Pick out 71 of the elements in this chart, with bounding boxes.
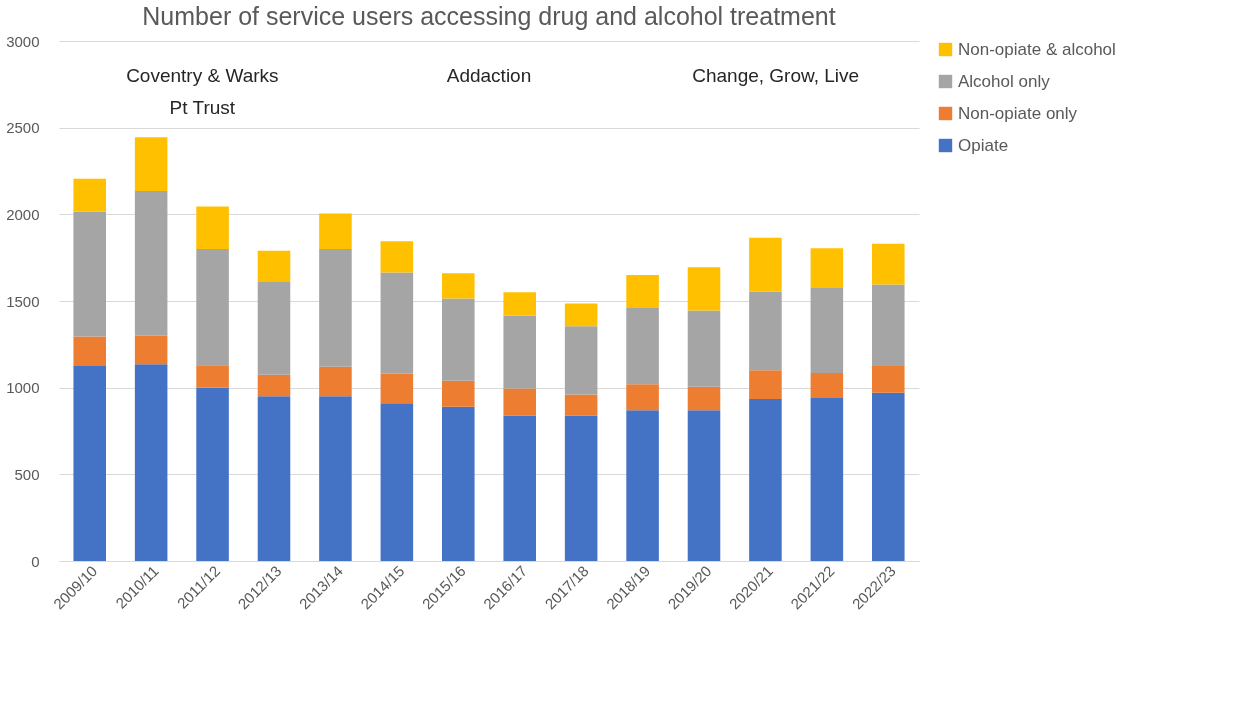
- bar: [626, 307, 659, 385]
- legend-label: Non-opiate only: [958, 103, 1078, 123]
- annotation: Change, Grow, Live: [692, 65, 860, 86]
- bar: [749, 370, 782, 399]
- bar: [503, 315, 536, 389]
- bar: [872, 392, 905, 561]
- bar: [319, 396, 352, 561]
- bar: [73, 178, 106, 212]
- bar: [196, 365, 229, 388]
- bar: [749, 398, 782, 561]
- bar: [380, 403, 414, 561]
- bar: [257, 250, 291, 282]
- bar: [872, 284, 905, 366]
- bar: [442, 406, 475, 561]
- bar: [810, 372, 844, 399]
- bar: [687, 310, 721, 387]
- legend-label: Non-opiate & alcohol: [958, 39, 1116, 59]
- y-tick-label: 0: [31, 552, 40, 570]
- bar: [503, 415, 536, 561]
- bar: [73, 336, 106, 366]
- bar: [73, 211, 106, 337]
- bar: [257, 374, 291, 397]
- bar: [196, 387, 229, 561]
- bar: [626, 275, 659, 308]
- bar: [749, 291, 782, 371]
- bar: [872, 366, 905, 393]
- bar: [134, 364, 168, 561]
- bar: [687, 410, 721, 561]
- bar: [319, 249, 352, 367]
- bar: [442, 298, 475, 381]
- bar: [442, 273, 475, 299]
- bar: [134, 137, 168, 191]
- bar: [810, 398, 844, 561]
- y-tick-label: 1000: [6, 379, 40, 397]
- bar: [626, 410, 659, 561]
- bar: [872, 243, 905, 285]
- bar: [564, 394, 598, 416]
- bar: [564, 303, 598, 327]
- y-tick-label: 2000: [6, 205, 40, 223]
- bar: [503, 292, 536, 316]
- y-tick-label: 1500: [6, 292, 40, 310]
- bar: [687, 386, 721, 411]
- chart-title: Number of service users accessing drug and alcohol treatment: [142, 2, 836, 30]
- bar: [503, 388, 536, 416]
- bar: [564, 326, 598, 395]
- bar: [810, 288, 844, 373]
- legend-label: Alcohol only: [958, 71, 1051, 91]
- bar: [134, 335, 168, 365]
- y-tick-label: 2500: [6, 119, 40, 137]
- bar: [810, 248, 844, 288]
- bar: [257, 281, 291, 375]
- bar: [134, 190, 168, 336]
- annotation: Coventry & Warks Pt Trust: [126, 65, 279, 118]
- bar: [257, 396, 291, 561]
- bar: [442, 380, 475, 407]
- bar: [626, 384, 659, 411]
- bar: [196, 206, 229, 249]
- bar: [749, 237, 782, 292]
- bar: [380, 241, 414, 273]
- bar: [564, 415, 598, 561]
- annotation: Addaction: [446, 65, 532, 86]
- bar: [380, 272, 414, 374]
- y-tick-label: 500: [14, 465, 40, 483]
- bar: [319, 366, 352, 397]
- bar: [319, 213, 352, 249]
- legend-label: Opiate: [958, 135, 1009, 155]
- bar: [687, 267, 721, 311]
- bar: [73, 366, 106, 561]
- y-tick-label: 3000: [6, 32, 40, 50]
- bar: [380, 373, 414, 404]
- bar: [196, 249, 229, 366]
